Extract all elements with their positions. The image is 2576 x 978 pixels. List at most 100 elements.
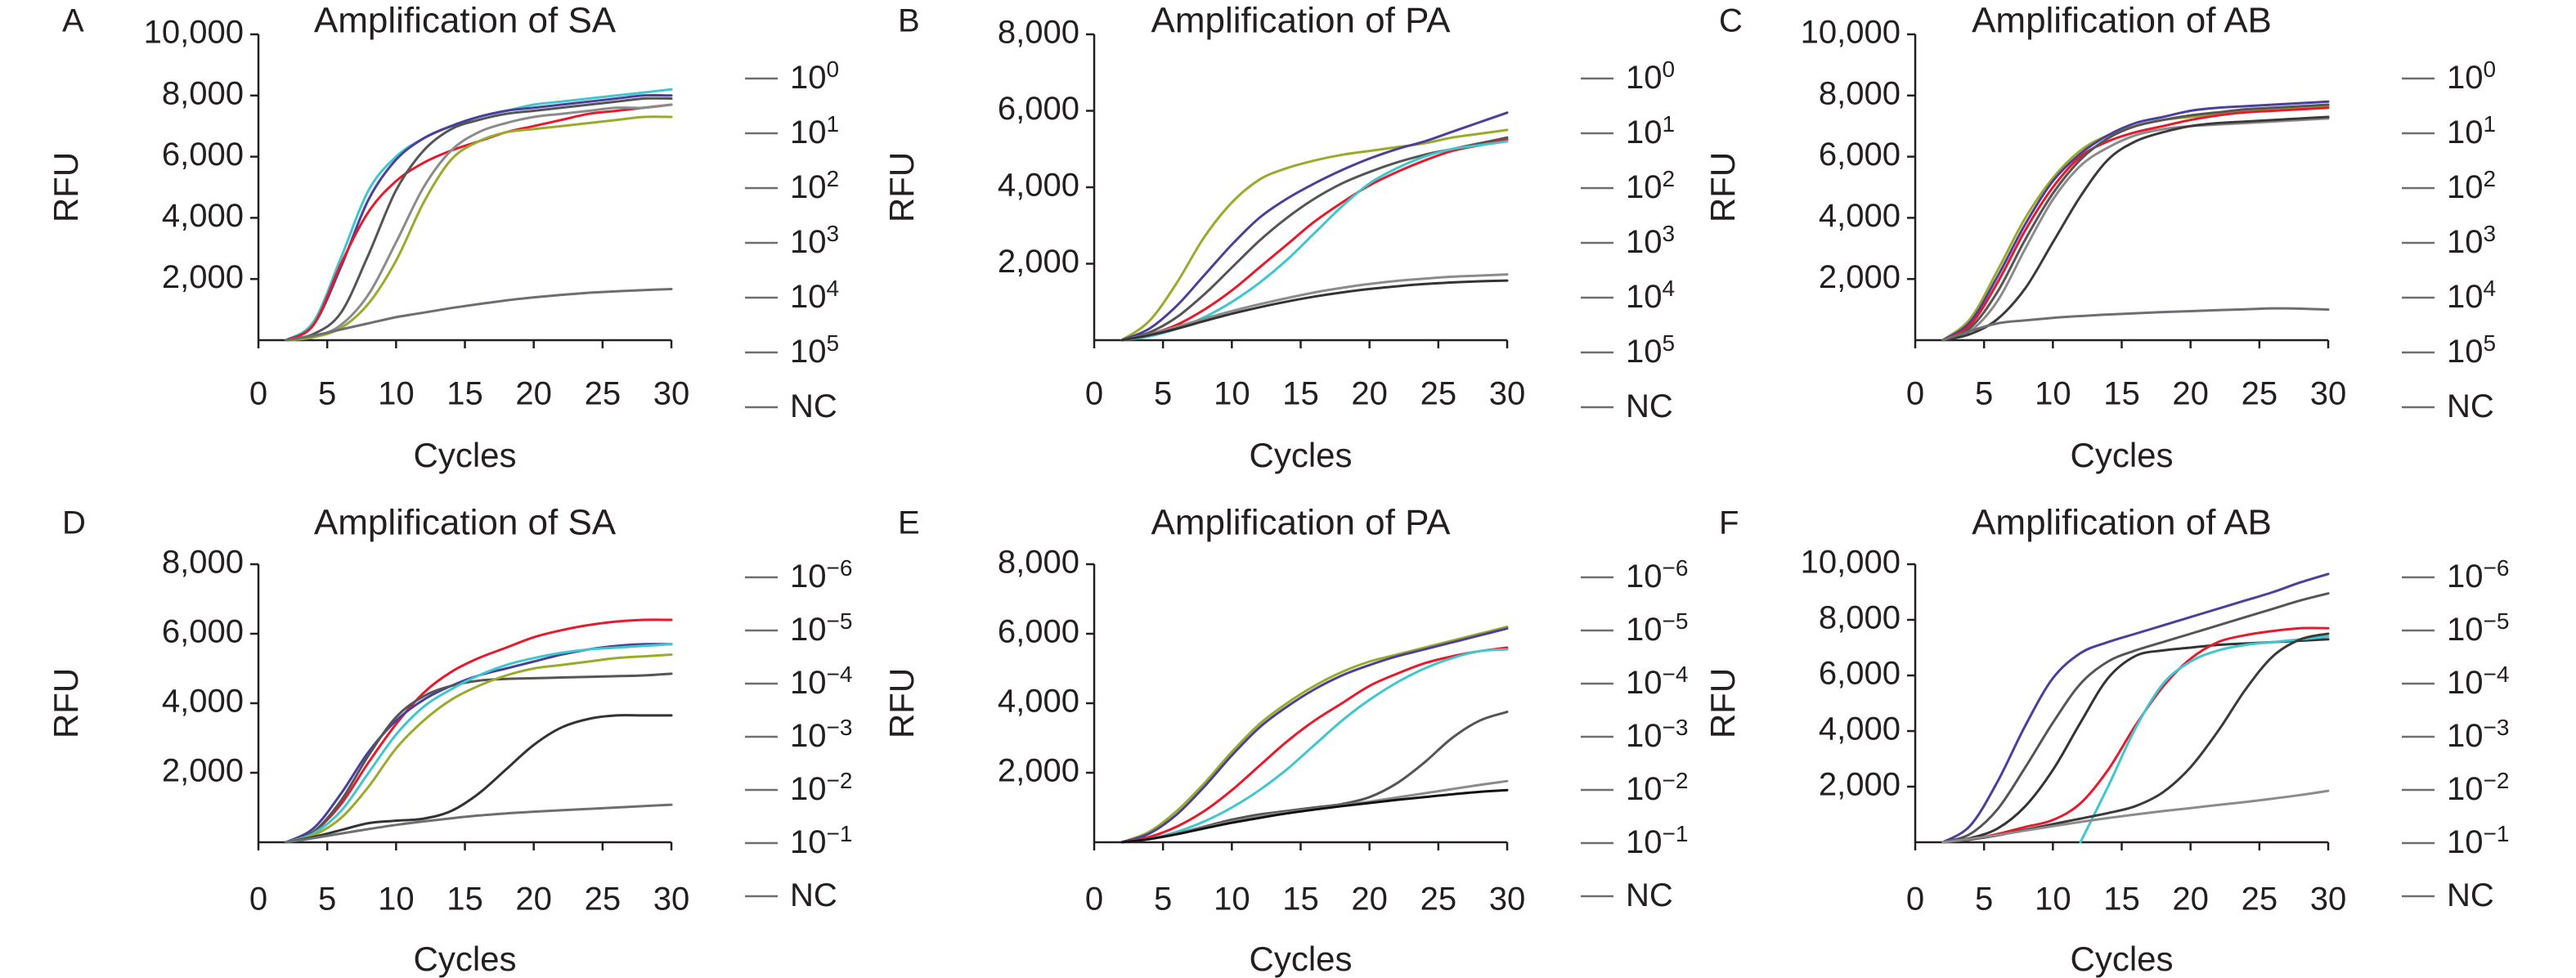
y-axis-label: RFU — [1703, 668, 1742, 738]
y-tick-label: 10,000 — [1801, 545, 1901, 581]
legend-entry: 10−2 — [2402, 768, 2509, 807]
series-line-4 — [1120, 648, 1509, 844]
legend-entry: 10−4 — [745, 662, 852, 701]
series-line-4 — [285, 643, 673, 844]
series-line-2 — [1120, 111, 1509, 342]
x-axis-label: Cycles — [1249, 940, 1352, 978]
panel-letter: B — [898, 3, 920, 39]
x-tick-label: 25 — [585, 882, 622, 917]
legend-label: 100 — [790, 56, 839, 96]
x-tick-label: 30 — [653, 376, 690, 412]
legend-label: 10−5 — [1626, 608, 1688, 648]
panel-e: E Amplification of PA 2,000 4,000 6,000 8,000… — [882, 503, 1688, 978]
legend-label: 104 — [1626, 276, 1675, 315]
legend-entry: 100 — [2402, 56, 2496, 96]
legend-entry: NC — [2402, 877, 2494, 913]
legend-entry: 100 — [1581, 56, 1675, 96]
legend-label: 100 — [1626, 56, 1675, 96]
legend-entry: 104 — [1581, 276, 1675, 315]
panel-b: B Amplification of PA 2,000 4,000 6,000 8,000… — [882, 1, 1675, 474]
series-line-4 — [1941, 103, 2330, 342]
legend-entry: 10−6 — [2402, 555, 2509, 594]
y-tick-label: 8,000 — [998, 15, 1079, 51]
x-tick-label: 15 — [2103, 376, 2140, 412]
x-tick-label: 30 — [1489, 376, 1526, 412]
x-tick-label: 25 — [2242, 882, 2278, 917]
x-tick-label: 15 — [2103, 882, 2140, 917]
y-axis-label: RFU — [1703, 152, 1742, 222]
series-line-7 — [1120, 279, 1509, 342]
x-tick-label: 15 — [447, 882, 483, 917]
x-tick-label: 10 — [1214, 376, 1250, 412]
legend-entry: 100 — [745, 56, 839, 96]
panel-c: C Amplification of AB 2,000 4,000 6,000 8,000… — [1703, 1, 2496, 474]
y-tick-label: 8,000 — [162, 545, 244, 581]
series-line-1 — [1120, 626, 1509, 844]
legend-label: 10−6 — [2447, 555, 2509, 594]
legend-entry: 10−2 — [1581, 768, 1688, 807]
series-line-6 — [1941, 632, 2330, 844]
panel-letter: A — [62, 3, 84, 39]
x-tick-label: 25 — [2242, 376, 2278, 412]
y-axis-label: RFU — [882, 152, 921, 222]
legend-entry: 101 — [745, 111, 839, 150]
x-tick-label: 20 — [2172, 376, 2209, 412]
legend-label: 10−2 — [2447, 768, 2509, 807]
legend-label: 10−3 — [2447, 715, 2509, 754]
legend-entry: NC — [745, 877, 837, 913]
legend-entry: 105 — [2402, 330, 2496, 370]
x-tick-label: 0 — [249, 376, 267, 412]
legend-label: 10−3 — [790, 715, 852, 754]
y-tick-label: 4,000 — [1819, 198, 1901, 234]
x-tick-label: 15 — [1282, 376, 1319, 412]
y-tick-label: 4,000 — [162, 198, 244, 234]
x-tick-label: 20 — [1351, 882, 1388, 917]
y-axis-label: RFU — [882, 668, 921, 738]
x-tick-label: 25 — [585, 376, 622, 412]
y-tick-label: 2,000 — [162, 259, 244, 295]
y-tick-label: 6,000 — [1819, 137, 1901, 173]
x-tick-label: 5 — [318, 882, 336, 917]
x-tick-label: 15 — [447, 376, 483, 412]
legend-label: NC — [1626, 877, 1673, 913]
legend-entry: 10−5 — [745, 608, 852, 648]
x-tick-label: 5 — [1975, 376, 1993, 412]
x-tick-label: 25 — [1420, 882, 1457, 917]
y-tick-label: 6,000 — [162, 614, 244, 650]
legend-entry: 10−6 — [1581, 555, 1688, 594]
legend-label: 10−4 — [2447, 662, 2509, 701]
series-line-5 — [1120, 140, 1509, 342]
series-line-5 — [1941, 117, 2330, 342]
legend-label: 102 — [790, 166, 839, 205]
x-tick-label: 5 — [1154, 376, 1172, 412]
legend-label: 101 — [1626, 111, 1675, 150]
legend-label: 101 — [790, 111, 839, 150]
legend-entry: 10−1 — [745, 821, 852, 860]
legend-entry: 103 — [745, 221, 839, 260]
x-axis-label: Cycles — [2070, 940, 2173, 978]
legend-entry: NC — [745, 388, 837, 424]
series-line-3 — [1120, 646, 1509, 844]
panel-a: A Amplification of SA 2,000 4,000 6,000 8,000… — [47, 1, 839, 474]
series-line-2 — [1941, 592, 2330, 844]
series-line-3 — [1120, 136, 1509, 342]
legend-label: NC — [790, 877, 837, 913]
y-tick-label: 6,000 — [1819, 656, 1901, 692]
series-line-1 — [285, 87, 673, 342]
legend-entry: 104 — [745, 276, 839, 315]
y-tick-label: 2,000 — [998, 244, 1079, 280]
legend-entry: 10−5 — [1581, 608, 1688, 648]
y-tick-label: 8,000 — [162, 75, 244, 111]
legend-entry: 103 — [2402, 221, 2496, 260]
legend-entry: 102 — [2402, 166, 2496, 205]
legend-entry: 10−3 — [2402, 715, 2509, 754]
series-line-6 — [285, 115, 673, 342]
legend-entry: NC — [1581, 388, 1673, 424]
legend-label: 104 — [790, 276, 839, 315]
legend-label: 100 — [2447, 56, 2496, 96]
y-tick-label: 6,000 — [998, 614, 1079, 650]
series-line-3 — [1941, 638, 2330, 844]
x-tick-label: 0 — [1085, 882, 1103, 917]
series-line-5 — [1120, 711, 1509, 844]
series-line-7 — [1941, 789, 2330, 844]
